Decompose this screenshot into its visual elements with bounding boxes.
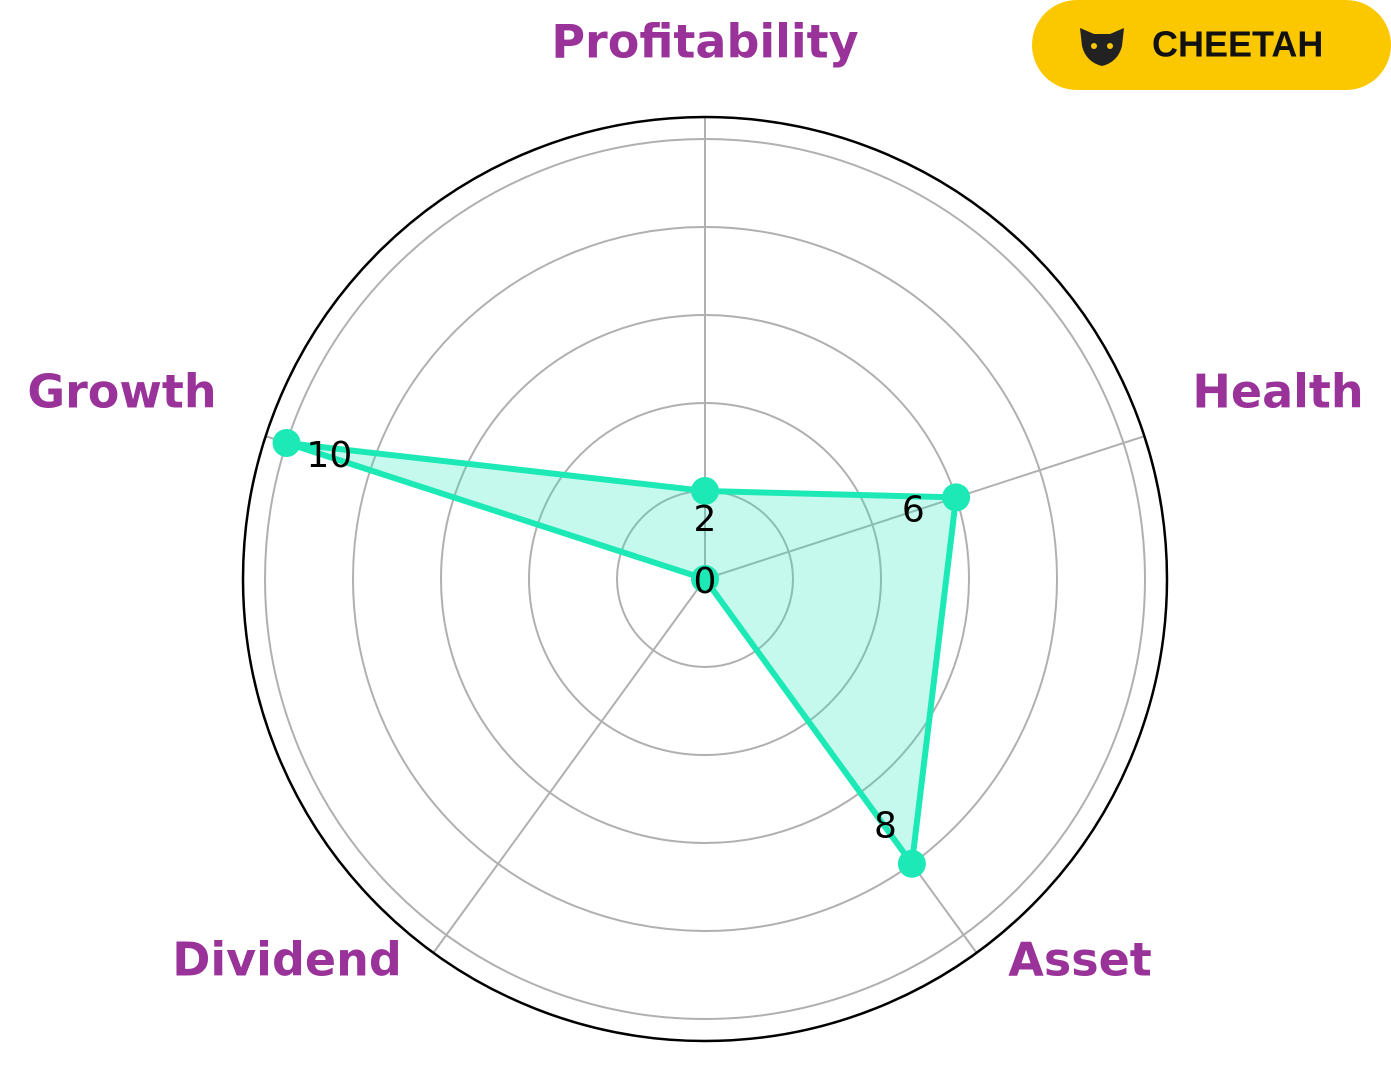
value-label: 10 [306, 435, 352, 476]
brand-name: CHEETAH [1152, 24, 1323, 65]
radar-point [942, 483, 971, 512]
outer-ring [241, 115, 1169, 1043]
axis-label: Dividend [172, 933, 402, 987]
axis-label: Growth [27, 365, 216, 419]
value-label: 6 [902, 489, 925, 530]
badge-background [1032, 0, 1391, 90]
cheetah-icon [1080, 28, 1124, 66]
spoke [704, 435, 1145, 580]
value-label: 2 [694, 499, 717, 540]
axis-label: Health [1192, 365, 1363, 419]
value-label: 8 [874, 805, 897, 846]
brand-badge: CHEETAH [1032, 0, 1391, 90]
radar-point [691, 477, 719, 505]
spoke [432, 578, 706, 954]
radar-point [272, 429, 301, 458]
axis-label: Asset [1008, 933, 1152, 987]
value-label: 0 [694, 561, 717, 602]
radar-point [691, 565, 719, 593]
radar-point [897, 849, 926, 878]
axis-label: Profitability [551, 15, 858, 69]
radar-area [283, 440, 960, 867]
